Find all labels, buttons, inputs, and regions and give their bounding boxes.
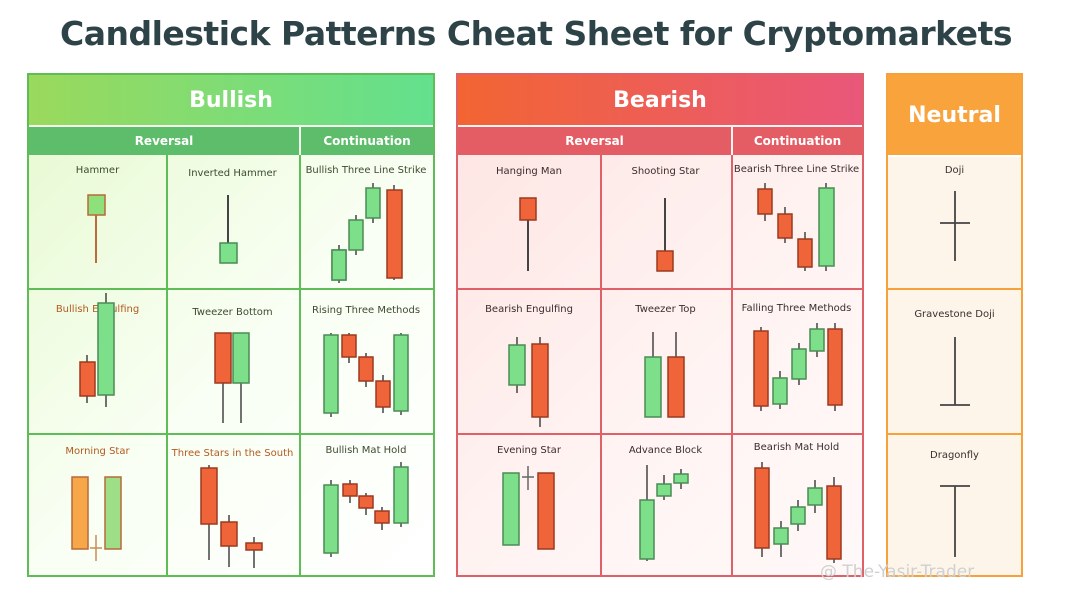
falling-three-methods-candles [753,323,843,411]
divider [458,288,862,290]
bullish-engulfing-candles [79,293,115,407]
bullish-continuation-subheader: Continuation [299,125,433,155]
bullish-mat-hold-candles [323,462,409,557]
pattern-label-rising-three-methods: Rising Three Methods [311,305,421,316]
watermark: @ The-Yasir-Trader [820,562,975,582]
gravestone-doji-candle [940,337,970,406]
pattern-label-advance-block: Advance Block [628,445,703,456]
pattern-label-morning-star: Morning Star [65,446,130,457]
bearish-candles [502,183,843,563]
doji-candle [940,191,970,261]
divider [29,288,433,290]
tweezer-bottom-candles [214,332,250,423]
evening-star-candles [502,466,555,550]
divider [458,433,862,435]
pattern-label-hammer: Hammer [75,165,120,176]
hanging-man-candle [519,197,537,271]
page-title: Candlestick Patterns Cheat Sheet for Cry… [60,14,1012,53]
bearish-three-line-strike-candles [757,183,835,271]
bullish-reversal-subheader: Reversal [29,125,299,155]
pattern-label-bearish-mat-hold: Bearish Mat Hold [753,442,840,453]
bullish-three-line-strike-candles [331,183,403,283]
neutral-candles [940,191,970,557]
neutral-panel: Neutral Doji Gravestone Doji Dragonfly [886,73,1023,577]
bearish-panel: Bearish Reversal Continuation Hanging Ma… [456,73,864,577]
divider [29,433,433,435]
pattern-label-falling-three-methods: Falling Three Methods [741,303,852,314]
pattern-label-bullish-three-line-strike: Bullish Three Line Strike [305,165,427,176]
bearish-mat-hold-candles [754,462,842,563]
dragonfly-candle [940,485,970,557]
bearish-header: Bearish [458,75,862,125]
bearish-engulfing-candles [508,337,549,427]
divider [600,155,602,575]
divider [166,155,168,575]
pattern-label-tweezer-bottom: Tweezer Bottom [192,307,273,318]
pattern-label-bullish-mat-hold: Bullish Mat Hold [325,445,407,456]
shooting-star-candle [656,198,674,272]
pattern-label-three-stars-in-the-south: Three Stars in the South [171,448,294,459]
bearish-reversal-subheader: Reversal [458,125,731,155]
divider [888,288,1021,290]
pattern-label-gravestone-doji: Gravestone Doji [914,309,995,320]
pattern-label-hanging-man: Hanging Man [495,166,563,177]
neutral-header: Neutral [888,75,1021,155]
pattern-label-bearish-engulfing: Bearish Engulfing [485,304,573,315]
morning-star-candles [71,476,122,561]
bearish-continuation-subheader: Continuation [731,125,862,155]
rising-three-methods-candles [323,333,409,417]
bullish-candles [71,183,409,568]
pattern-label-bearish-three-line-strike: Bearish Three Line Strike [733,164,860,175]
pattern-label-evening-star: Evening Star [497,445,561,456]
bullish-panel: Bullish Reversal Continuation Hammer Inv… [27,73,435,577]
advance-block-candles [639,465,689,561]
divider [731,155,733,575]
pattern-label-inverted-hammer: Inverted Hammer [188,168,277,179]
tweezer-top-candles [644,332,685,418]
pattern-label-shooting-star: Shooting Star [631,166,700,177]
bullish-header: Bullish [29,75,433,125]
three-stars-in-the-south-candles [200,465,263,568]
pattern-label-doji: Doji [944,165,965,176]
divider [888,433,1021,435]
pattern-label-tweezer-top: Tweezer Top [635,304,696,315]
divider [299,155,301,575]
hammer-candle [87,194,106,263]
divider [888,155,1021,157]
inverted-hammer-candle [219,195,238,264]
pattern-label-dragonfly: Dragonfly [930,450,979,461]
